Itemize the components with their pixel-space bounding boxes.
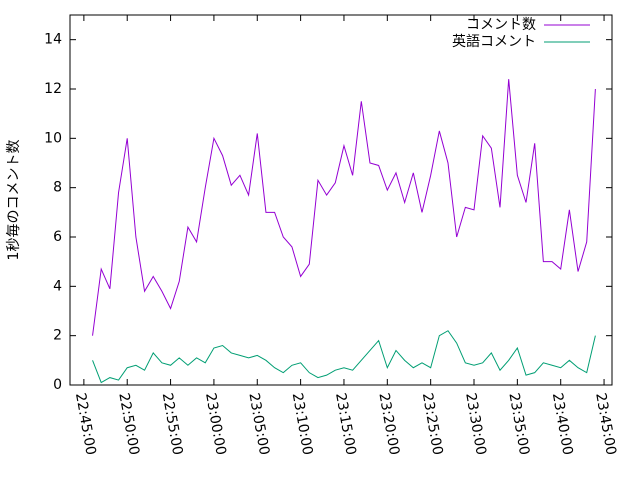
y-tick-label: 14: [44, 32, 62, 48]
x-tick-label: 22:50:00: [115, 392, 142, 457]
y-axis-label: 1秒毎のコメント数: [6, 140, 22, 261]
x-tick-label: 23:40:00: [549, 392, 576, 457]
series-line: [92, 330, 596, 384]
x-tick-label: 23:05:00: [245, 392, 272, 457]
x-tick-label: 23:25:00: [419, 392, 446, 457]
y-tick-label: 12: [44, 81, 62, 97]
legend-label: 英語コメント: [452, 33, 536, 50]
y-tick-label: 6: [53, 229, 62, 245]
plot-border: [69, 14, 613, 386]
series-line: [92, 79, 596, 336]
y-tick-label: 8: [53, 180, 62, 196]
x-tick-label: 23:35:00: [505, 392, 532, 457]
x-tick-label: 22:45:00: [72, 392, 99, 457]
y-tick-label: 4: [53, 278, 62, 294]
y-tick-label: 0: [53, 377, 62, 393]
legend-label: コメント数: [466, 17, 536, 33]
x-tick-label: 23:30:00: [462, 392, 489, 457]
x-tick-label: 23:20:00: [375, 392, 402, 457]
y-tick-label: 10: [44, 130, 62, 146]
x-tick-label: 23:10:00: [289, 392, 316, 457]
x-tick-label: 22:55:00: [159, 392, 186, 457]
x-tick-label: 23:45:00: [592, 392, 619, 457]
x-tick-label: 23:00:00: [202, 392, 229, 457]
x-tick-label: 23:15:00: [332, 392, 359, 457]
y-tick-label: 2: [53, 328, 62, 344]
